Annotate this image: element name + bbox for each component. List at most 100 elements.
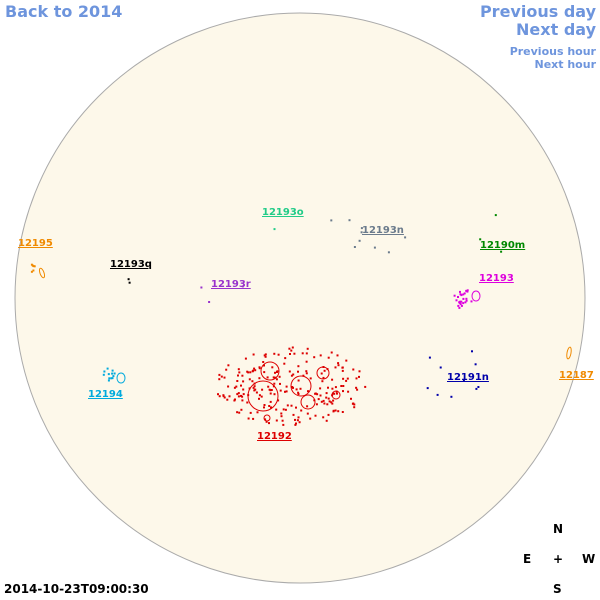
sunspot-dot (284, 357, 287, 360)
compass-west: W (582, 552, 596, 566)
sunspot-dot (242, 388, 245, 391)
sunspot-dot (494, 214, 497, 217)
region-label-12187[interactable]: 12187 (559, 370, 594, 381)
sunspot-dot (32, 265, 35, 268)
sunspot-dot (337, 362, 340, 365)
sunspot-dot (263, 354, 266, 357)
sunspot-dot (286, 404, 289, 407)
sunspot-dot (459, 303, 462, 306)
sunspot-dot (299, 387, 302, 390)
sunspot-dot (428, 356, 431, 359)
sunspot-umbra-outline (38, 267, 46, 279)
sunspot-dot (316, 393, 319, 396)
sunspot-dot (301, 352, 304, 355)
sunspot-dot (322, 376, 325, 379)
sunspot-dot (345, 379, 348, 382)
sunspot-dot (282, 423, 285, 426)
sunspot-dot (309, 417, 312, 420)
sunspot-dot (30, 270, 33, 273)
region-label-12193r[interactable]: 12193r (211, 279, 251, 290)
sunspot-dot (241, 374, 244, 377)
sunspot-dot (269, 392, 272, 395)
sunspot-dot (280, 415, 283, 418)
sunspot-dot (307, 390, 309, 393)
sunspot-dot (313, 356, 316, 359)
previous-hour-link[interactable]: Previous hour (509, 45, 596, 58)
sunspot-dot (455, 299, 458, 302)
sunspot-dot (269, 389, 272, 392)
sunspot-dot (293, 352, 296, 355)
region-label-12191n[interactable]: 12191n (447, 372, 489, 383)
sunspot-dot (237, 368, 240, 371)
sunspot-dot (327, 397, 330, 400)
sunspot-dot (113, 372, 116, 375)
sunspot-dot (111, 372, 114, 375)
sunspot-dot (275, 378, 278, 381)
sunspot-dot (235, 385, 238, 388)
sunspot-dot (258, 366, 261, 369)
sunspot-dot (288, 370, 291, 373)
previous-day-link[interactable]: Previous day (479, 2, 596, 21)
sunspot-dot (268, 405, 271, 407)
region-label-12193n[interactable]: 12193n (362, 225, 404, 236)
sunspot-dot (331, 387, 334, 390)
sunspot-dot (244, 357, 247, 360)
sunspot-dot (426, 387, 429, 390)
sunspot-dot (460, 294, 463, 297)
sunspot-dot (112, 375, 115, 378)
sunspot-dot (297, 379, 300, 382)
sunspot-dot (292, 386, 294, 389)
sunspot-dot (110, 377, 113, 380)
sunspot-dot (332, 409, 335, 412)
sunspot-dot (263, 371, 266, 374)
sunspot-dot (223, 396, 226, 399)
region-label-12194[interactable]: 12194 (88, 389, 123, 400)
sunspot-dot (251, 380, 254, 383)
compass-east: E (523, 552, 532, 566)
sunspot-dot (465, 289, 468, 292)
region-label-12193o[interactable]: 12193o (262, 207, 304, 218)
sunspot-umbra-outline (290, 375, 312, 397)
sunspot-dot (320, 372, 323, 375)
sunspot-dot (262, 361, 265, 363)
region-label-12193[interactable]: 12193 (479, 273, 514, 284)
sunspot-dot (271, 366, 274, 369)
back-to-year-link[interactable]: Back to 2014 (5, 2, 123, 21)
sunspot-dot (240, 394, 242, 397)
region-label-12193q[interactable]: 12193q (110, 259, 152, 270)
sunspot-umbra-outline (331, 390, 341, 400)
sunspot-dot (103, 370, 106, 373)
sunspot-dot (283, 362, 286, 365)
sunspot-dot (327, 386, 329, 389)
sunspot-dot (107, 373, 110, 376)
sunspot-dot (387, 251, 390, 254)
next-hour-link[interactable]: Next hour (534, 58, 597, 71)
sunspot-dot (464, 301, 467, 304)
sunspot-dot (453, 294, 456, 297)
sunspot-dot (320, 400, 323, 403)
region-label-12195[interactable]: 12195 (18, 238, 53, 249)
sunspot-dot (297, 391, 300, 394)
sunspot-dot (200, 286, 203, 289)
next-day-link[interactable]: Next day (516, 20, 596, 39)
sunspot-dot (237, 395, 240, 398)
sunspot-dot (248, 378, 251, 381)
region-label-12190m[interactable]: 12190m (480, 240, 526, 251)
sunspot-dot (459, 300, 462, 303)
sunspot-dot (295, 388, 298, 391)
sunspot-dot (280, 412, 283, 415)
sunspot-umbra-outline (263, 414, 271, 422)
sunspot-dot (331, 378, 334, 381)
sunspot-dot (330, 401, 333, 404)
sunspot-dot (255, 391, 258, 394)
sunspot-dot (290, 349, 293, 352)
sunspot-dot (106, 367, 109, 370)
region-label-12192[interactable]: 12192 (257, 431, 292, 442)
sunspot-dot (353, 406, 356, 409)
sunspot-dot (218, 378, 221, 381)
sunspot-dot (218, 373, 221, 376)
sunspot-dot (404, 236, 407, 239)
sunspot-dot (208, 301, 211, 303)
sunspot-dot (305, 352, 308, 355)
